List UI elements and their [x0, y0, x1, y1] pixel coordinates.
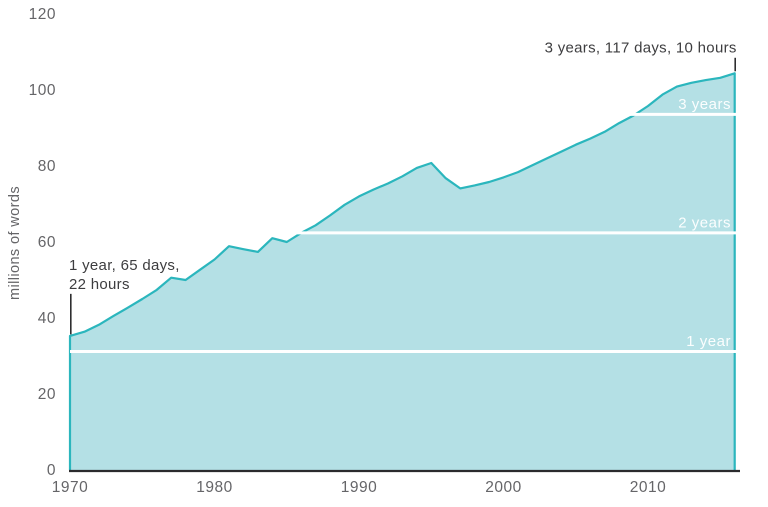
y-tick-label: 60: [38, 234, 56, 251]
reference-line-label: 1 year: [686, 333, 731, 350]
reference-line-label: 2 years: [678, 214, 731, 231]
y-tick-label: 20: [38, 386, 56, 403]
x-tick-label: 1990: [341, 479, 377, 496]
reference-lines: 1 year 2 years 3 years: [70, 96, 737, 353]
x-tick-label: 1980: [196, 479, 232, 496]
annotation-end-label: 3 years, 117 days, 10 hours: [545, 39, 737, 56]
x-tick-label: 1970: [52, 479, 88, 496]
x-tick-label: 2000: [485, 479, 521, 496]
y-tick-label: 40: [38, 310, 56, 327]
annotation-start-label-line1: 1 year, 65 days,: [69, 257, 180, 274]
reference-line-label: 3 years: [678, 96, 731, 113]
annotation-start-label-line2: 22 hours: [69, 276, 130, 293]
area-fill: [70, 73, 735, 471]
tick-labels: 0 20 40 60 80 100 120 1970 1980 1990 2000 2010: [29, 6, 666, 496]
y-tick-label: 0: [47, 462, 56, 479]
y-tick-label: 80: [38, 158, 56, 175]
annotations: 1 year, 65 days, 22 hours 3 years, 117 day…: [69, 39, 737, 335]
y-tick-label: 100: [29, 82, 56, 99]
y-tick-label: 120: [29, 6, 56, 23]
y-axis-title: millions of words: [7, 186, 23, 300]
x-tick-label: 2010: [630, 479, 666, 496]
